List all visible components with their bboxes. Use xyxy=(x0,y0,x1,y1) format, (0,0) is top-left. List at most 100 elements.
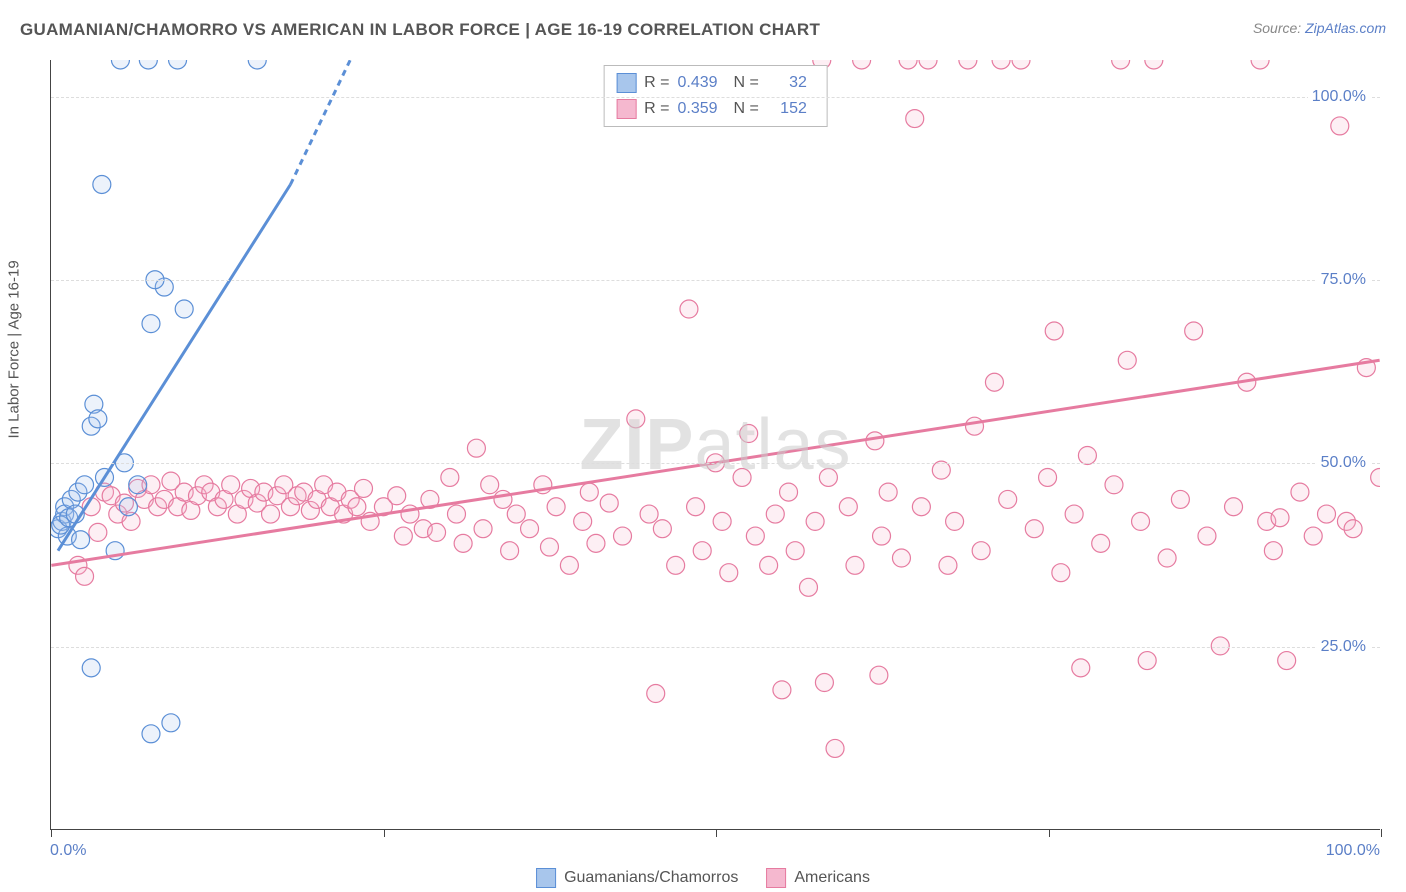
data-point xyxy=(866,432,884,450)
data-point xyxy=(1092,534,1110,552)
data-point xyxy=(1331,117,1349,135)
n-label: N = xyxy=(734,96,759,122)
legend-item-a: Guamanians/Chamorros xyxy=(536,868,738,888)
stats-row-series-a: R = 0.439 N = 32 xyxy=(616,70,815,96)
data-point xyxy=(72,531,90,549)
y-tick-label: 50.0% xyxy=(1317,454,1370,472)
chart-title: GUAMANIAN/CHAMORRO VS AMERICAN IN LABOR … xyxy=(20,20,1386,40)
x-tick-label-min: 0.0% xyxy=(50,842,86,860)
data-point xyxy=(142,725,160,743)
data-point xyxy=(587,534,605,552)
data-point xyxy=(1112,60,1130,69)
data-point xyxy=(1145,60,1163,69)
swatch-series-b xyxy=(616,99,636,119)
data-point xyxy=(1251,60,1269,69)
data-point xyxy=(627,410,645,428)
data-point xyxy=(846,556,864,574)
r-label: R = xyxy=(644,70,669,96)
data-point xyxy=(428,523,446,541)
data-point xyxy=(388,487,406,505)
data-point xyxy=(111,60,129,69)
data-point xyxy=(693,542,711,560)
data-point xyxy=(906,110,924,128)
data-point xyxy=(1052,564,1070,582)
x-tick xyxy=(51,829,52,837)
data-point xyxy=(713,512,731,530)
data-point xyxy=(547,498,565,516)
data-point xyxy=(1078,446,1096,464)
data-point xyxy=(919,60,937,69)
data-point xyxy=(892,549,910,567)
data-point xyxy=(999,490,1017,508)
data-point xyxy=(129,476,147,494)
data-point xyxy=(985,373,1003,391)
swatch-series-b-icon xyxy=(766,868,786,888)
data-point xyxy=(870,666,888,684)
data-point xyxy=(222,476,240,494)
data-point xyxy=(355,479,373,497)
data-point xyxy=(600,494,618,512)
data-point xyxy=(760,556,778,574)
data-point xyxy=(640,505,658,523)
data-point xyxy=(89,410,107,428)
data-point xyxy=(501,542,519,560)
data-point xyxy=(1371,468,1380,486)
y-tick-label: 25.0% xyxy=(1317,638,1370,656)
data-point xyxy=(873,527,891,545)
swatch-series-a-icon xyxy=(536,868,556,888)
data-point xyxy=(89,523,107,541)
y-tick-label: 75.0% xyxy=(1317,271,1370,289)
data-point xyxy=(766,505,784,523)
swatch-series-a xyxy=(616,73,636,93)
chart-area: ZIPatlas R = 0.439 N = 32 R = 0.359 N = … xyxy=(50,60,1380,830)
source-link[interactable]: ZipAtlas.com xyxy=(1305,20,1386,36)
data-point xyxy=(733,468,751,486)
data-point xyxy=(1225,498,1243,516)
source-attribution: Source: ZipAtlas.com xyxy=(1253,20,1386,36)
data-point xyxy=(139,60,157,69)
data-point xyxy=(1132,512,1150,530)
data-point xyxy=(540,538,558,556)
data-point xyxy=(839,498,857,516)
data-point xyxy=(162,714,180,732)
data-point xyxy=(1271,509,1289,527)
data-point xyxy=(687,498,705,516)
data-point xyxy=(912,498,930,516)
grid-line xyxy=(51,97,1380,98)
data-point xyxy=(972,542,990,560)
grid-line xyxy=(51,280,1380,281)
data-point xyxy=(1138,652,1156,670)
r-label: R = xyxy=(644,96,669,122)
data-point xyxy=(175,300,193,318)
grid-line xyxy=(51,463,1380,464)
scatter-plot xyxy=(51,60,1380,829)
grid-line xyxy=(51,647,1380,648)
data-point xyxy=(76,567,94,585)
data-point xyxy=(879,483,897,501)
data-point xyxy=(1171,490,1189,508)
data-point xyxy=(647,685,665,703)
data-point xyxy=(780,483,798,501)
data-point xyxy=(1185,322,1203,340)
data-point xyxy=(806,512,824,530)
data-point xyxy=(76,476,94,494)
data-point xyxy=(826,739,844,757)
data-point xyxy=(959,60,977,69)
data-point xyxy=(1278,652,1296,670)
legend-label-b: Americans xyxy=(794,869,870,887)
data-point xyxy=(1065,505,1083,523)
data-point xyxy=(667,556,685,574)
data-point xyxy=(447,505,465,523)
legend-item-b: Americans xyxy=(766,868,870,888)
data-point xyxy=(507,505,525,523)
data-point xyxy=(815,674,833,692)
data-point xyxy=(169,60,187,69)
data-point xyxy=(454,534,472,552)
data-point xyxy=(248,60,266,69)
data-point xyxy=(1291,483,1309,501)
n-label: N = xyxy=(734,70,759,96)
data-point xyxy=(1072,659,1090,677)
stats-row-series-b: R = 0.359 N = 152 xyxy=(616,96,815,122)
data-point xyxy=(1318,505,1336,523)
trend-line xyxy=(290,60,350,185)
